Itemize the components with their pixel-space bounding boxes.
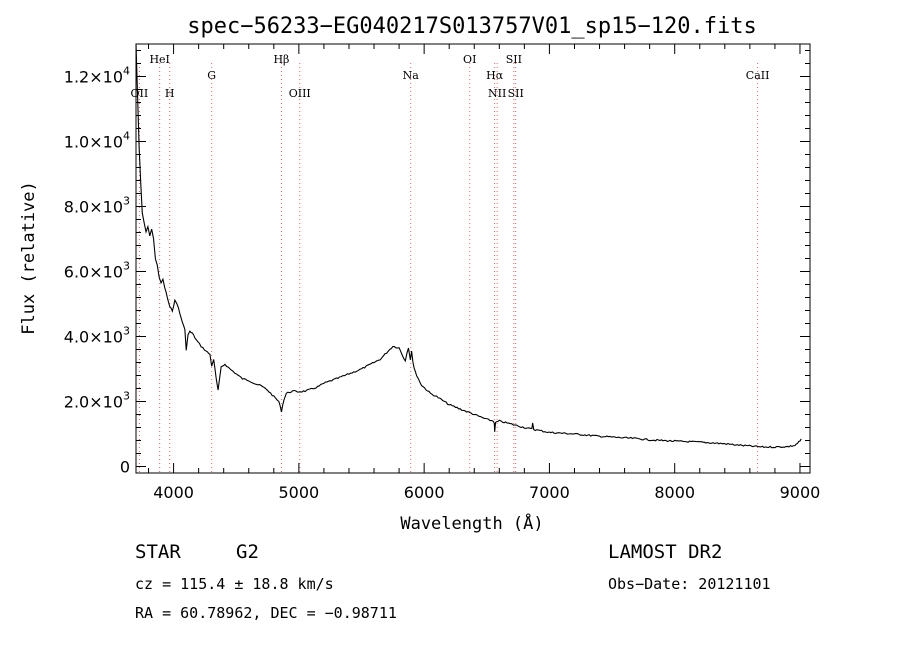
y-tick-label: 0 (120, 458, 130, 477)
x-axis-ticks: 4000 5000 6000 7000 8000 9000 (148, 44, 821, 502)
x-tick-label: 4000 (153, 483, 194, 502)
emission-line-label: OII (131, 87, 149, 100)
y-tick-label: 4.0×103 (64, 325, 130, 347)
emission-line-label: Hα (486, 69, 504, 82)
x-tick-label: 7000 (529, 483, 570, 502)
x-tick-label: 6000 (404, 483, 445, 502)
y-tick-label: 1.0×104 (64, 130, 130, 152)
object-class: STAR (135, 541, 181, 563)
y-tick-label: 6.0×103 (64, 260, 130, 282)
x-axis-label: Wavelength (Å) (400, 512, 543, 534)
y-tick-label: 1.2×104 (64, 65, 130, 87)
emission-line-label: OIII (289, 87, 311, 100)
spectrum-series-line (135, 43, 802, 449)
emission-line-label: G (207, 69, 216, 82)
redshift-cz: cz = 115.4 ± 18.8 km/s (135, 575, 334, 593)
emission-line-label: Hβ (273, 53, 289, 66)
emission-line-label: H (165, 87, 175, 100)
object-subclass: G2 (236, 541, 259, 563)
y-tick-label: 2.0×103 (64, 390, 130, 412)
x-tick-label: 9000 (780, 483, 821, 502)
emission-line-label: SII (506, 53, 522, 66)
emission-line-label: Na (403, 69, 420, 82)
chart-title: spec−56233−EG040217S013757V01_sp15−120.f… (187, 14, 757, 39)
emission-line-label: CaII (746, 69, 770, 82)
x-tick-label: 8000 (654, 483, 695, 502)
emission-line-label: OI (463, 53, 476, 66)
y-axis-label: Flux (relative) (19, 181, 39, 335)
y-axis-ticks: 0 2.0×103 4.0×103 6.0×103 8.0×103 1.0×104 1.2×… (64, 50, 810, 477)
y-tick-label: 8.0×103 (64, 195, 130, 217)
ra-dec-coordinates: RA = 60.78962, DEC = −0.98711 (135, 604, 397, 622)
emission-line-label: SII (508, 87, 524, 100)
x-tick-label: 5000 (279, 483, 320, 502)
plot-frame (135, 43, 811, 474)
emission-line-label: HeI (149, 53, 169, 66)
observation-date: Obs−Date: 20121101 (608, 575, 771, 593)
emission-line-label: NII (488, 87, 506, 100)
survey-name: LAMOST DR2 (608, 541, 723, 563)
